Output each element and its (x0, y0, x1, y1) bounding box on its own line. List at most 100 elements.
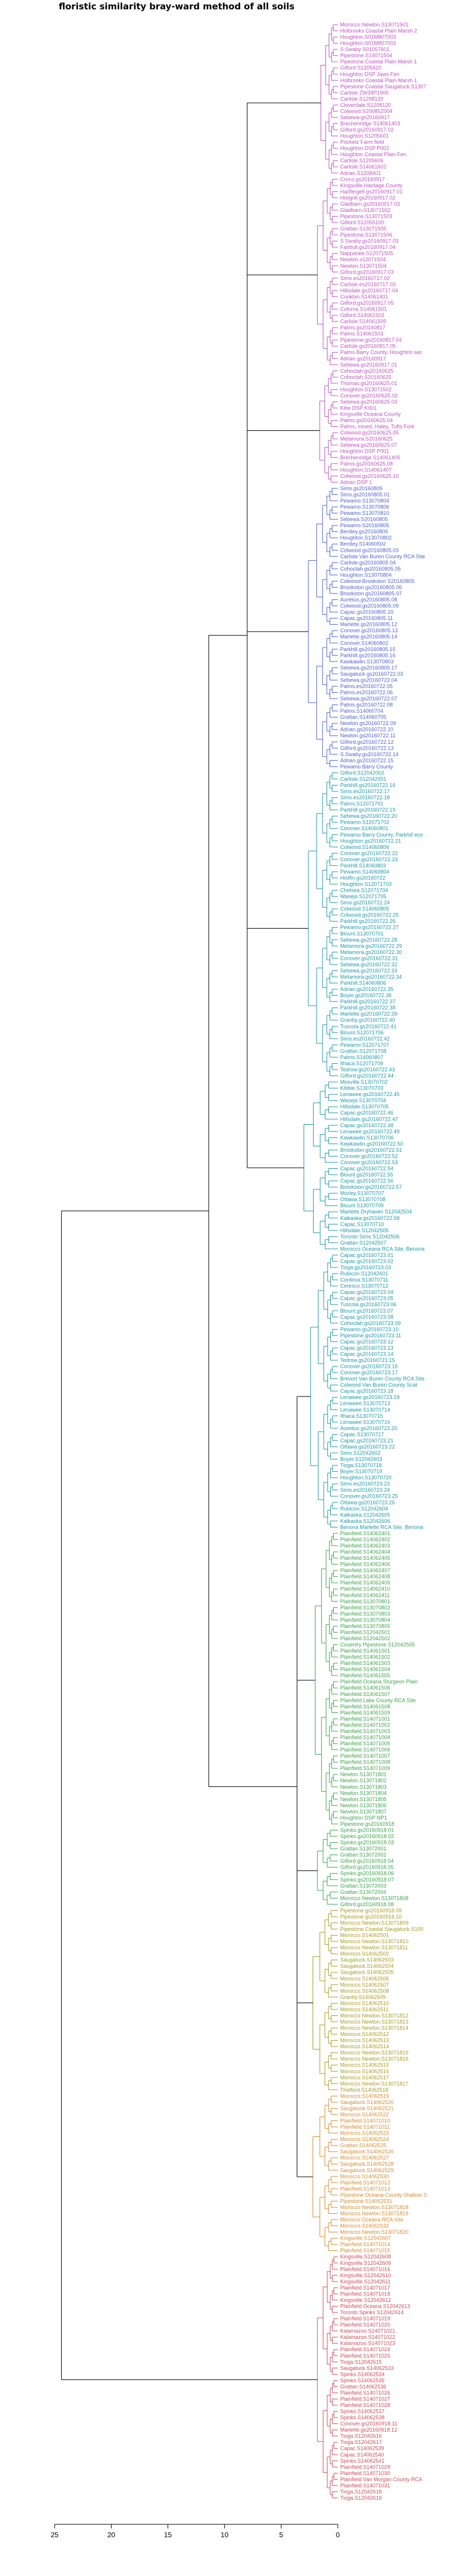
leaf-label: Thetford.S14062518 (340, 2087, 388, 2093)
leaf-label: Pewamo.S13070804 (340, 498, 390, 504)
leaf-label: Parkhill.gs20160805.16 (340, 652, 395, 658)
leaf-label: Morocco Newton.S13071816 (340, 2056, 408, 2062)
leaf-label: Kawkawlin.S13070803 (340, 659, 394, 665)
leaf-label: Adrian.gs20160722.10 (340, 727, 394, 733)
leaf-label: Cookbin.S14061401 (340, 294, 388, 299)
leaf-label: Pipestone Coastal Plain Marsh 1 (340, 59, 417, 65)
leaf-label: Marlette.gs20160918.12 (340, 2427, 397, 2433)
leaf-label: Granby.gs20160722.40 (340, 1017, 395, 1023)
leaf-label: Colwood.gs20160805.09 (340, 603, 399, 609)
leaf-label: Adrian.gs20160917 (340, 356, 386, 362)
leaf-label: Ottawa.gs20160723.22 (340, 1444, 395, 1449)
leaf-label: Carlisle.S1205606 (340, 158, 384, 164)
leaf-label: Colwood.S20085Z004 (340, 108, 392, 114)
leaf-label: Kibbie.S13070703 (340, 1085, 384, 1091)
leaf-label: Morocco Newton.S13071814 (340, 2025, 408, 2031)
leaf-label: Tioga.S12042616 (340, 2433, 382, 2439)
leaf-label: Houghton.S01M807003 (340, 34, 396, 40)
leaf-label: Colwood.gs20160722.25 (340, 912, 399, 918)
leaf-label: Capac.gs20160723.18 (340, 1388, 394, 1394)
leaf-label: Brookston.gs20160722.51 (340, 1147, 402, 1153)
leaf-label: Plainfield.S14062411 (340, 1592, 390, 1598)
leaf-label: Gilford.S12055100 (340, 220, 384, 225)
leaf-label: Houghton Coastal Plain Fen (340, 151, 407, 157)
leaf-label: Morocco Newton.S13071820 (340, 2229, 408, 2235)
leaf-label: Bentley.gs20160805 (340, 529, 388, 535)
leaf-label: Toronto Spinks S12042614 (340, 2309, 404, 2315)
leaf-label: Metamora.S20160625 (340, 436, 392, 442)
leaf-label: Blount.gs20160722.55 (340, 1172, 393, 1178)
leaf-label: Pipestone.S13071503 (340, 214, 392, 220)
leaf-label: Newton.S13071804 (340, 1790, 387, 1796)
leaf-label: Aurelius.gs20160723.20 (340, 1425, 397, 1431)
leaf-label: Morocco.S14062532 (340, 2223, 389, 2229)
leaf-label: Spinks.S14062538 (340, 2415, 385, 2420)
leaf-label: Gilford.gs20160917.02 (340, 127, 394, 133)
leaf-label: Plainfield.S14061507 (340, 1691, 390, 1697)
leaf-label: Morocco.S14062512 (340, 2031, 389, 2037)
leaf-label: Tioga.S12042617 (340, 2439, 382, 2445)
leaf-label: Capac.gs20160723.05 (340, 1296, 394, 1302)
leaf-label: Brookston.gs20160805.07 (340, 591, 402, 596)
leaf-label: Plainfield.S13070801 (340, 1599, 390, 1604)
leaf-label: Plainfield.S14062407 (340, 1567, 390, 1573)
leaf-label: Plainfield.S14071015 (340, 2248, 390, 2254)
leaf-label: Morocco.S14062522 (340, 2112, 389, 2118)
leaf-label: Adrian DSP 1 (340, 479, 372, 485)
leaf-label: Pewamo.S13070810 (340, 510, 390, 516)
leaf-label: Pewamo.gs20160722.27 (340, 925, 399, 930)
leaf-label: Palms.S14060704 (340, 708, 384, 714)
leaf-label: Sebewa.gs20160722.04 (340, 677, 397, 683)
leaf-label: Blount.gs20160723.07 (340, 1308, 393, 1314)
leaf-label: Plainfield.S14071005 (340, 1741, 390, 1746)
leaf-label: Capac.gs20160723.12 (340, 1338, 394, 1344)
leaf-label: Lenawee.S13070714 (340, 1407, 390, 1412)
leaf-label: Kingsville.S12042608 (340, 2254, 391, 2260)
leaf-label: Conover.gs20160722.53 (340, 1159, 398, 1165)
leaf-label: Pipestone.gs20160918.09 (340, 1907, 402, 1913)
leaf-label: Cloverdale.S1208120 (340, 102, 391, 108)
leaf-label: Newton.S13071504 (340, 263, 387, 269)
x-axis: 25 20 15 10 5 0 (51, 2524, 340, 2539)
leaf-label: Hartfergell.gs20160917.01 (340, 188, 402, 194)
leaf-label: Carlisle.S1208120 (340, 96, 384, 102)
leaf-label: Pipestone Coastal Saugatuck.S100 (340, 1926, 424, 1932)
leaf-label: Conover.gs20160722.52 (340, 1153, 398, 1159)
leaf-label: Plainfield.S13070803 (340, 1611, 390, 1617)
leaf-label: Tedrow.gs20160722.43 (340, 1067, 395, 1073)
leaf-label: Plainfield.S12042502 (340, 1636, 390, 1641)
leaf-label: Morocco Newton.S13071809 (340, 1920, 408, 1926)
leaf-label: Carlisle.es20160717.03 (340, 281, 396, 287)
leaf-label: Palms.es20160722.06 (340, 690, 393, 696)
leaf-label: Tuscola.gs20160722.41 (340, 1023, 397, 1029)
leaf-label: Sebewa.gs20160917 (340, 114, 390, 120)
leaf-label: Brechenridge S14061403 (340, 121, 400, 127)
leaf-label: Holbrooks Coastal Plain Marsh 1 (340, 77, 417, 83)
leaf-label: Sims.es20160722.17 (340, 788, 390, 794)
leaf-label: Sims.gs20160805.01 (340, 491, 390, 497)
leaf-label: Parkhill.gs20160722.38 (340, 1005, 395, 1011)
leaf-label: Gilford.gs20160918.04 (340, 1858, 394, 1864)
leaf-label: Morocco.S14062523 (340, 2130, 389, 2136)
leaf-label: Houghton.S1205601 (340, 133, 389, 139)
leaf-label: Morocco.S14062515 (340, 2062, 389, 2068)
leaf-label: Colwood.gs20160625.05 (340, 430, 399, 436)
leaf-label: Plainfield.S14061504 (340, 1667, 390, 1673)
leaf-label: Morocco.S14062517 (340, 2075, 389, 2081)
leaf-label: Newton.s12071504 (340, 257, 386, 262)
leaf-label: Pipestone.S13071504 (340, 53, 392, 59)
leaf-label: Spinks.gs20160918.02 (340, 1833, 394, 1839)
leaf-label: Chelsea.S12071704 (340, 888, 388, 893)
x-tick-label: 0 (336, 2531, 340, 2539)
leaf-label: Sims.es20160723.23 (340, 1481, 390, 1487)
leaf-label: Plainfield Oceana S12042613 (340, 2303, 410, 2309)
leaf-label: Plainfield.S14062406 (340, 1562, 390, 1567)
leaf-label: Newton.gs20160722.09 (340, 720, 396, 726)
leaf-label: Plainfield.S14071016 (340, 2266, 390, 2272)
leaf-label: Plainfield.S14061509 (340, 1710, 390, 1715)
leaf-label: Capac.S14062539 (340, 2446, 384, 2452)
leaf-label: Capac.gs20160805.11 (340, 615, 393, 621)
leaf-label: Grattan.S12042507 (340, 1240, 387, 1246)
leaf-label: Plainfield.S14071030 (340, 2470, 390, 2476)
